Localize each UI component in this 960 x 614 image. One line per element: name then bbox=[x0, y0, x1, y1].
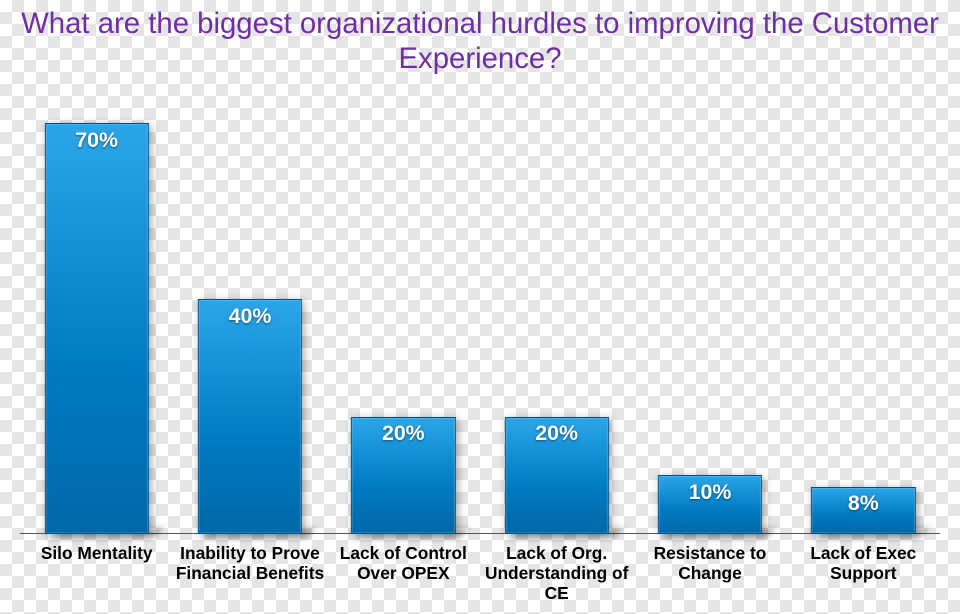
chart-title: What are the biggest organizational hurd… bbox=[0, 6, 960, 76]
bar-value-label: 8% bbox=[848, 491, 879, 516]
bar-slot: 70% Silo Mentality bbox=[20, 80, 173, 614]
category-label: Lack of Exec Support bbox=[788, 544, 938, 614]
bar-slot: 10% Resistance to Change bbox=[633, 80, 786, 614]
bar-slot: 8% Lack of Exec Support bbox=[787, 80, 940, 614]
bar bbox=[198, 299, 302, 534]
category-label: Inability to Prove Financial Benefits bbox=[175, 544, 325, 614]
bars-container: 70% Silo Mentality 40% Inability to Prove F… bbox=[20, 80, 940, 614]
plot-area: 70% Silo Mentality 40% Inability to Prove F… bbox=[20, 80, 940, 614]
category-label: Lack of Control Over OPEX bbox=[328, 544, 478, 614]
bar-slot: 40% Inability to Prove Financial Benefits bbox=[173, 80, 326, 614]
bar-value-label: 70% bbox=[75, 128, 118, 153]
category-label: Resistance to Change bbox=[635, 544, 785, 614]
bar-value-label: 40% bbox=[229, 304, 272, 329]
category-label: Silo Mentality bbox=[22, 544, 172, 614]
bar-value-label: 20% bbox=[382, 421, 425, 446]
bar-slot: 20% Lack of Org. Understanding of CE bbox=[480, 80, 633, 614]
bar-value-label: 10% bbox=[689, 480, 732, 505]
bar-value-label: 20% bbox=[535, 421, 578, 446]
bar bbox=[45, 123, 149, 534]
bar-slot: 20% Lack of Control Over OPEX bbox=[327, 80, 480, 614]
category-label: Lack of Org. Understanding of CE bbox=[482, 544, 632, 614]
